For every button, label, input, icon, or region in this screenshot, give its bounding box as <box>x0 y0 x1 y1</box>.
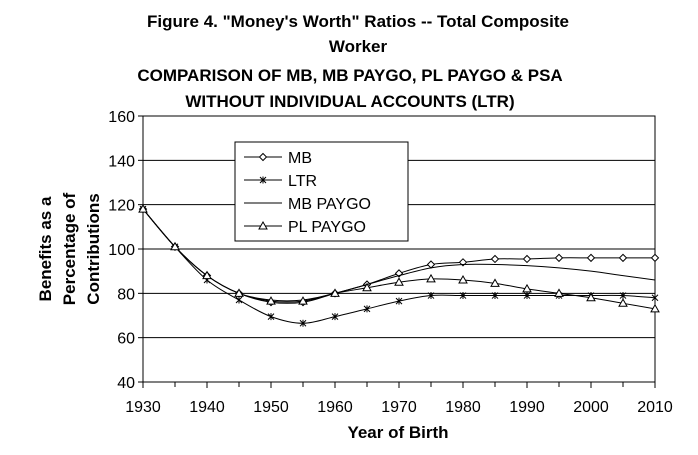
point-pl-paygo-2000 <box>586 292 596 302</box>
legend-item-mb-paygo: MB PAYGO <box>244 196 371 213</box>
point-mb-1995 <box>554 253 564 263</box>
legend-label-ltr: LTR <box>288 173 317 190</box>
x-axis-title: Year of Birth <box>347 423 448 442</box>
point-ltr-1965 <box>363 305 371 313</box>
point-pl-paygo-1985 <box>490 278 500 287</box>
x-tick-label-1980: 1980 <box>445 399 481 416</box>
point-pl-paygo-2005 <box>618 298 628 307</box>
point-pl-paygo-1955 <box>298 296 308 305</box>
point-pl-paygo-1960 <box>330 288 340 297</box>
point-ltr-1955 <box>299 319 307 327</box>
point-pl-paygo-2010 <box>650 303 660 313</box>
y-tick-label-120: 120 <box>108 198 135 215</box>
point-pl-paygo-1980 <box>458 275 468 284</box>
y-tick-label-40: 40 <box>117 375 135 392</box>
point-ltr-1990 <box>523 292 531 300</box>
x-tick-label-1940: 1940 <box>189 399 225 416</box>
legend-item-ltr: LTR <box>244 173 317 190</box>
point-mb-2005 <box>618 253 628 263</box>
chart-title-line-1: Figure 4. "Money's Worth" Ratios -- Tota… <box>147 12 569 31</box>
point-ltr-1960 <box>331 313 339 321</box>
point-ltr-1950 <box>267 313 275 321</box>
chart-subtitle-line-1: COMPARISON OF MB, MB PAYGO, PL PAYGO & P… <box>137 66 562 85</box>
point-ltr-1985 <box>491 292 499 300</box>
x-tick-label-1950: 1950 <box>253 399 289 416</box>
y-tick-label-60: 60 <box>117 331 135 348</box>
x-axis: 1930 1940 1950 1960 1970 1980 1990 2000 2010 <box>125 382 673 416</box>
legend-label-pl-paygo: PL PAYGO <box>288 219 366 236</box>
y-axis-title: Benefits as a Percentage of Contributions <box>36 192 103 305</box>
x-tick-label-2000: 2000 <box>573 399 609 416</box>
point-pl-paygo-1940 <box>202 270 212 280</box>
point-pl-paygo-1970 <box>394 277 404 286</box>
x-tick-label-1930: 1930 <box>125 399 161 416</box>
y-axis-title-line-2: Percentage of <box>60 192 79 305</box>
legend-item-mb: MB <box>244 150 312 167</box>
legend-marker-pl-paygo <box>258 220 268 230</box>
x-tick-label-1970: 1970 <box>381 399 417 416</box>
point-mb-1985 <box>490 254 500 264</box>
point-pl-paygo-1965 <box>362 282 372 292</box>
chart-title-line-2: Worker <box>329 37 388 56</box>
y-tick-label-160: 160 <box>108 109 135 126</box>
x-tick-label-2010: 2010 <box>637 399 673 416</box>
y-tick-label-140: 140 <box>108 153 135 170</box>
point-ltr-1975 <box>427 292 435 300</box>
x-tick-label-1990: 1990 <box>509 399 545 416</box>
chart-subtitle-line-2: WITHOUT INDIVIDUAL ACCOUNTS (LTR) <box>185 92 514 111</box>
y-tick-label-100: 100 <box>108 242 135 259</box>
point-pl-paygo-1975 <box>426 273 436 283</box>
legend-label-mb: MB <box>288 150 312 167</box>
point-ltr-1970 <box>395 297 403 305</box>
point-ltr-1945 <box>235 296 243 304</box>
point-pl-paygo-1995 <box>554 288 564 297</box>
point-mb-1990 <box>522 254 532 264</box>
x-tick-label-1960: 1960 <box>317 399 353 416</box>
legend-marker-ltr <box>259 176 267 184</box>
point-pl-paygo-1935 <box>170 241 180 251</box>
point-pl-paygo-1945 <box>234 288 244 297</box>
point-ltr-2010 <box>651 294 659 302</box>
series-layer <box>138 204 660 327</box>
y-axis-title-line-3: Contributions <box>84 193 103 304</box>
point-ltr-2005 <box>619 292 627 300</box>
point-mb-2010 <box>650 253 660 263</box>
series-pl-paygo <box>138 204 660 313</box>
legend-item-pl-paygo: PL PAYGO <box>244 219 366 236</box>
y-tick-label-80: 80 <box>117 286 135 303</box>
point-ltr-1980 <box>459 292 467 300</box>
y-axis-title-line-1: Benefits as a <box>36 196 55 301</box>
legend-marker-mb <box>258 152 268 162</box>
legend: MB LTR MB PAYGO PL PAYGO <box>234 141 409 242</box>
legend-label-mb-paygo: MB PAYGO <box>288 196 371 213</box>
point-pl-paygo-1930 <box>138 204 148 213</box>
y-axis-title-text: Benefits as a Percentage of Contributions <box>36 192 103 305</box>
y-axis: 40 60 80 100 120 140 160 <box>108 109 143 392</box>
point-pl-paygo-1990 <box>522 283 532 293</box>
point-mb-2000 <box>586 253 596 263</box>
point-pl-paygo-1950 <box>266 296 276 305</box>
